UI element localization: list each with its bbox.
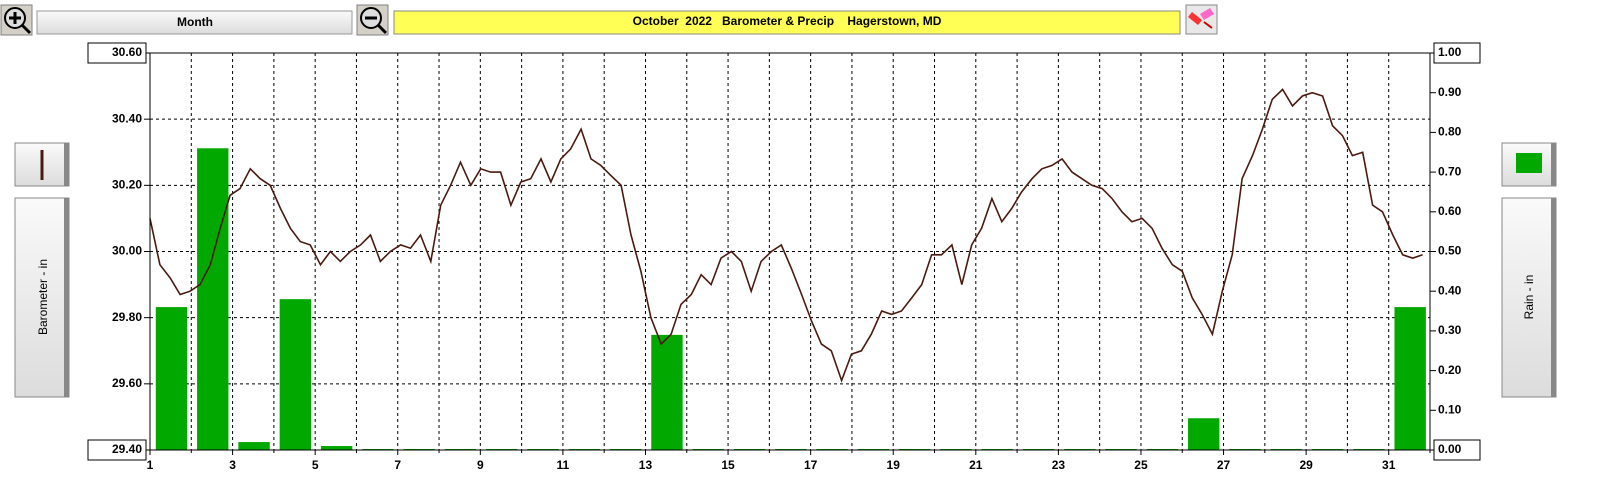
rain-bar — [1188, 418, 1220, 450]
print-button[interactable] — [1185, 4, 1218, 35]
rain-bar — [320, 446, 353, 450]
tick-label-box — [1433, 42, 1481, 64]
y2-tick-label: 0.20 — [1438, 363, 1462, 377]
y-tick-label: 29.60 — [112, 376, 142, 390]
tick-label-box — [1433, 439, 1481, 461]
rain-axis-button[interactable]: Rain - in — [1501, 197, 1557, 398]
x-tick-label: 21 — [969, 458, 983, 472]
y2-tick-label: 0.00 — [1438, 442, 1462, 456]
y2-tick-label: 0.60 — [1438, 204, 1462, 218]
rain-bar — [651, 334, 683, 450]
y2-tick-label: 0.40 — [1438, 283, 1462, 297]
legend-label: Barometer - in — [36, 259, 50, 335]
y2-tick-label: 0.50 — [1438, 244, 1462, 258]
period-label: Month — [177, 15, 213, 29]
period-button[interactable]: Month — [36, 10, 353, 35]
title-bar — [393, 10, 1181, 35]
x-tick-label: 25 — [1134, 458, 1148, 472]
y-tick-label: 29.80 — [112, 310, 142, 324]
rain-bar — [197, 148, 229, 450]
plot-area — [150, 53, 1430, 450]
y-tick-label: 30.20 — [112, 178, 142, 192]
x-tick-label: 27 — [1217, 458, 1231, 472]
x-tick-label: 13 — [639, 458, 653, 472]
x-tick-label: 11 — [557, 458, 570, 472]
legend-swatch — [1516, 153, 1542, 173]
x-tick-label: 1 — [147, 458, 154, 472]
rain-bar — [1394, 307, 1426, 450]
x-tick-label: 7 — [394, 458, 401, 472]
rain-bar — [155, 307, 188, 450]
x-tick-label: 29 — [1299, 458, 1313, 472]
y2-tick-label: 0.70 — [1438, 164, 1462, 178]
y2-tick-label: 0.80 — [1438, 125, 1462, 139]
chart-title: October 2022 Barometer & Precip Hagersto… — [633, 14, 942, 28]
y-tick-label: 30.60 — [112, 45, 142, 59]
x-tick-label: 17 — [804, 458, 818, 472]
x-tick-label: 31 — [1382, 458, 1396, 472]
y2-tick-label: 1.00 — [1438, 45, 1462, 59]
y-tick-label: 30.00 — [112, 244, 142, 258]
x-tick-label: 15 — [721, 458, 735, 472]
y-tick-label: 29.40 — [112, 442, 142, 456]
y2-tick-label: 0.30 — [1438, 323, 1462, 337]
x-tick-label: 9 — [477, 458, 484, 472]
rain-bar — [238, 442, 270, 450]
x-tick-label: 23 — [1052, 458, 1066, 472]
x-tick-label: 3 — [229, 458, 236, 472]
barometer-axis-button[interactable]: Barometer - in — [14, 197, 70, 398]
y2-tick-label: 0.10 — [1438, 402, 1462, 416]
legend-label: Rain - in — [1522, 275, 1536, 320]
x-tick-label: 5 — [312, 458, 319, 472]
barometer-line — [149, 88, 1423, 383]
zoom-in-button[interactable] — [0, 4, 33, 36]
y2-tick-label: 0.90 — [1438, 85, 1462, 99]
rain-legend-button[interactable] — [1501, 142, 1557, 187]
x-tick-label: 19 — [887, 458, 901, 472]
y-tick-label: 30.40 — [112, 111, 142, 125]
tick-label-box — [87, 42, 147, 64]
zoom-out-button[interactable] — [356, 4, 389, 36]
tick-label-box — [87, 439, 147, 461]
barometer-legend-button[interactable] — [14, 142, 70, 187]
rain-bar — [279, 299, 312, 450]
